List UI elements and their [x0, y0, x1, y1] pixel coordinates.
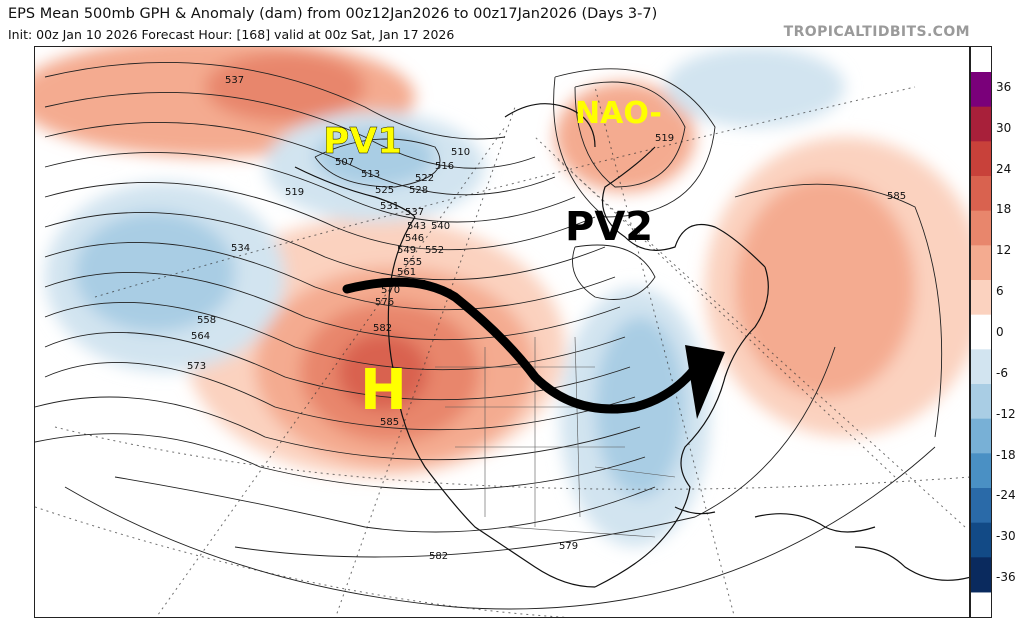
contour-label: 564	[191, 331, 210, 342]
contour-label: 540	[431, 221, 450, 232]
contour-label: 558	[197, 315, 216, 326]
colorbar-tick-label: 12	[996, 243, 1012, 258]
colorbar-tick-label: 24	[996, 161, 1012, 176]
colorbar-segment	[971, 557, 991, 593]
high-pressure-annotation: H	[360, 358, 407, 423]
colorbar-tick-label: 0	[996, 325, 1004, 339]
contour-label: 519	[655, 133, 674, 144]
source-watermark: TROPICALTIDBITS.COM	[783, 24, 970, 40]
anomaly-negative-pv1-core	[315, 127, 435, 187]
colorbar-segment	[971, 72, 991, 108]
contour-label: 585	[380, 417, 399, 428]
contour-label: 537	[405, 207, 424, 218]
colorbar-segment	[971, 522, 991, 558]
map-svg: 537 507 513 519 525 531 537 543 546 549 …	[35, 47, 969, 617]
contour-label: 528	[409, 185, 428, 196]
pv2-annotation: PV2	[565, 204, 653, 250]
colorbar-segment	[971, 176, 991, 212]
anomaly-positive-nw-core	[205, 52, 365, 122]
colorbar-segment	[971, 384, 991, 420]
colorbar-segment	[971, 488, 991, 524]
anomaly-negative-ne	[665, 47, 845, 127]
contour-label: 519	[285, 187, 304, 198]
contour-label: 516	[435, 161, 454, 172]
contour-label: 561	[397, 267, 416, 278]
colorbar-tick-label: -6	[996, 365, 1008, 380]
colorbar-ticks: 36 30 24 18 12 6 0 -6 -12 -18 -24 -30 -36	[996, 46, 1024, 618]
colorbar-segment	[971, 349, 991, 385]
colorbar-segment	[971, 453, 991, 489]
flow-arrow	[342, 277, 725, 419]
height-contours	[35, 62, 943, 610]
colorbar-segment	[971, 106, 991, 142]
contour-label: 582	[429, 551, 448, 562]
colorbar-segment	[971, 314, 991, 350]
contour-label: 525	[375, 185, 394, 196]
colorbar-tick-label: -30	[996, 529, 1016, 544]
contour-label: 510	[451, 147, 470, 158]
colorbar-segment	[971, 210, 991, 246]
coastlines	[294, 103, 969, 588]
colorbar-segment	[971, 280, 991, 316]
contour-label: 585	[887, 191, 906, 202]
colorbar-tick-label: 30	[996, 120, 1012, 135]
colorbar-segment	[971, 245, 991, 281]
contour-label: 507	[335, 157, 354, 168]
colorbar-segment	[971, 418, 991, 454]
contour-label: 543	[407, 221, 426, 232]
contour-label: 549	[397, 245, 416, 256]
anomaly-positive-atlantic-core	[735, 177, 915, 397]
pv1-annotation: PV1	[323, 121, 402, 162]
colorbar-tick-label: -12	[996, 406, 1016, 421]
colorbar-tick-label: -24	[996, 488, 1016, 503]
colorbar-tick-label: -18	[996, 447, 1016, 462]
anomaly-map: 537 507 513 519 525 531 537 543 546 549 …	[34, 46, 970, 618]
contour-label: 579	[559, 541, 578, 552]
contour-label: 522	[415, 173, 434, 184]
colorbar-segment	[971, 141, 991, 177]
anomaly-negative-pacific-core	[75, 212, 235, 332]
contour-label: 531	[380, 201, 399, 212]
contour-labels: 537 507 513 519 525 531 537 543 546 549 …	[187, 75, 906, 562]
colorbar	[970, 46, 992, 618]
contour-label: 555	[403, 257, 422, 268]
contour-label: 582	[373, 323, 392, 334]
colorbar-tick-label: 18	[996, 202, 1012, 217]
anomaly-positive-west-peak	[338, 334, 428, 410]
anomaly-positive-greenland	[555, 82, 695, 192]
contour-label: 546	[405, 233, 424, 244]
contour-label: 537	[225, 75, 244, 86]
graticule	[35, 86, 969, 617]
contour-label: 552	[425, 245, 444, 256]
colorbar-tick-label: -36	[996, 570, 1016, 585]
contour-label: 570	[381, 285, 400, 296]
colorbar-tick-label: 6	[996, 284, 1004, 299]
chart-title: EPS Mean 500mb GPH & Anomaly (dam) from …	[8, 6, 658, 22]
contour-label: 513	[361, 169, 380, 180]
contour-label: 534	[231, 243, 250, 254]
colorbar-tick-label: 36	[996, 79, 1012, 94]
chart-subtitle: Init: 00z Jan 10 2026 Forecast Hour: [16…	[8, 27, 455, 42]
anomaly-shading	[35, 47, 969, 547]
contour-label: 576	[375, 297, 394, 308]
nao-annotation: NAO-	[575, 96, 662, 131]
contour-label: 573	[187, 361, 206, 372]
